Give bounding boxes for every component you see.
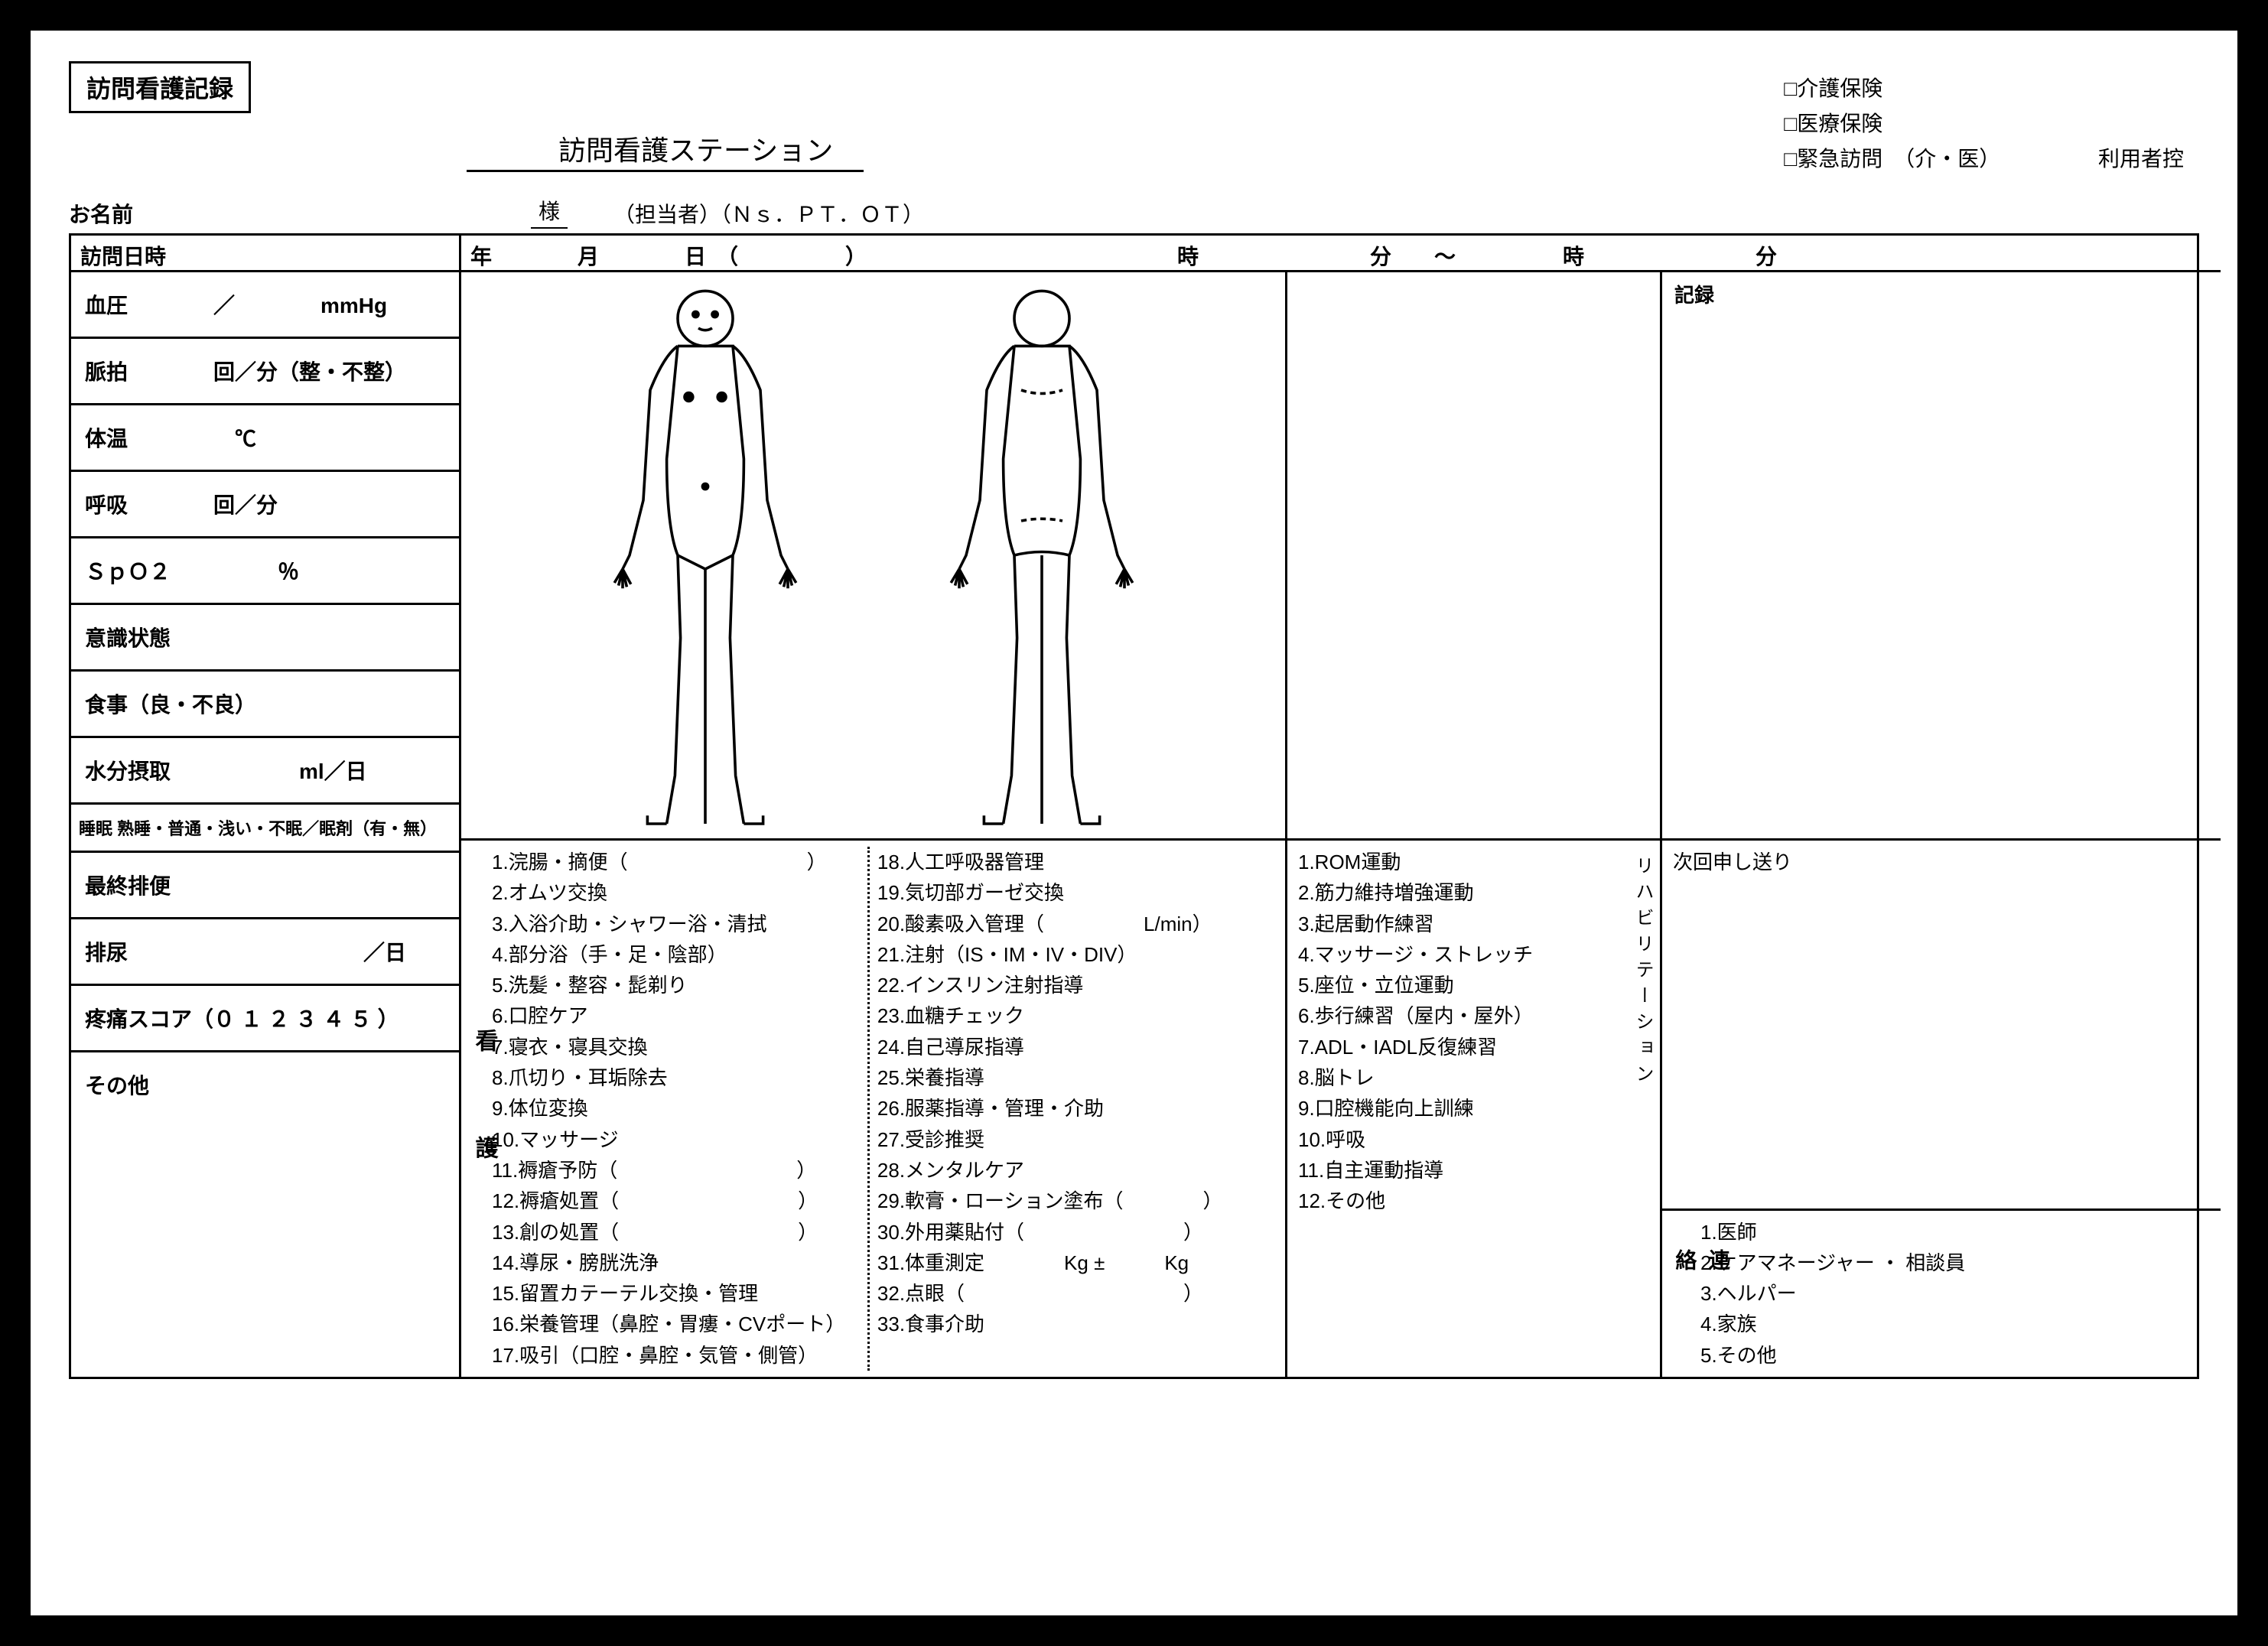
rehab-section: リハビリテーション 1.ROM運動 2.筋力維持増強運動 3.起居動作練習 4.… bbox=[1287, 841, 1662, 1377]
record-label: 記録 bbox=[1674, 284, 1714, 307]
nursing-item[interactable]: 8.爪切り・耳垢除去 bbox=[492, 1062, 863, 1093]
nursing-item[interactable]: 2.オムツ交換 bbox=[492, 877, 863, 908]
contact-item[interactable]: 1.医師 bbox=[1700, 1217, 2210, 1248]
body-diagram-section bbox=[461, 272, 1287, 841]
vital-urine[interactable]: 排尿 ／日 bbox=[71, 919, 459, 986]
vital-stool[interactable]: 最終排便 bbox=[71, 853, 459, 919]
next-visit-cell[interactable]: 次回申し送り bbox=[1662, 841, 2221, 1211]
vital-loc[interactable]: 意識状態 bbox=[71, 605, 459, 672]
rightcol-section: 次回申し送り 連 絡 1.医師 2.ケアマネージャー ・ 相談員 3.ヘルパー … bbox=[1662, 841, 2221, 1377]
rehab-vlabel: リハビリテーション bbox=[1629, 856, 1657, 1090]
insurance-options: □介護保険 □医療保険 □緊急訪問 （介・医） 利用者控 bbox=[1784, 73, 2184, 178]
nursing-item[interactable]: 11.褥瘡予防（ ） bbox=[492, 1155, 863, 1186]
vital-other[interactable]: その他 bbox=[71, 1052, 459, 1377]
vital-pulse[interactable]: 脈拍 回／分（整・不整） bbox=[71, 339, 459, 405]
visit-date-label: 訪問日時 bbox=[71, 236, 461, 272]
nursing-item[interactable]: 16.栄養管理（鼻腔・胃瘻・CVポート） bbox=[492, 1309, 863, 1339]
nursing-item[interactable]: 7.寝衣・寝具交換 bbox=[492, 1032, 863, 1062]
name-sama: 様 bbox=[531, 195, 568, 229]
rehab-item[interactable]: 3.起居動作練習 bbox=[1298, 909, 1654, 939]
vital-bp[interactable]: 血圧 ／ mmHg bbox=[71, 272, 459, 339]
nursing-item[interactable]: 28.メンタルケア bbox=[877, 1155, 1279, 1186]
vital-resp[interactable]: 呼吸 回／分 bbox=[71, 472, 459, 538]
nursing-item[interactable]: 4.部分浴（手・足・陰部） bbox=[492, 939, 863, 970]
nursing-item[interactable]: 10.マッサージ bbox=[492, 1124, 863, 1155]
name-row: お名前 様 （担当者）（Ｎｓ．ＰＴ．ＯＴ） bbox=[69, 195, 2199, 229]
page: 訪問看護記録 訪問看護ステーション □介護保険 □医療保険 □緊急訪問 （介・医… bbox=[31, 31, 2237, 1615]
nursing-item[interactable]: 33.食事介助 bbox=[877, 1309, 1279, 1339]
nursing-item[interactable]: 18.人工呼吸器管理 bbox=[877, 847, 1279, 877]
nursing-col2: 18.人工呼吸器管理 19.気切部ガーゼ交換 20.酸素吸入管理（ L/min）… bbox=[870, 847, 1279, 1371]
nursing-item[interactable]: 15.留置カテーテル交換・管理 bbox=[492, 1278, 863, 1309]
nursing-vlabel: 看 護 bbox=[466, 1029, 502, 1189]
rehab-item[interactable]: 4.マッサージ・ストレッチ bbox=[1298, 939, 1654, 970]
nursing-item[interactable]: 26.服薬指導・管理・介助 bbox=[877, 1093, 1279, 1124]
rehab-item[interactable]: 8.脳トレ bbox=[1298, 1062, 1654, 1093]
rehab-item[interactable]: 2.筋力維持増強運動 bbox=[1298, 877, 1654, 908]
name-label: お名前 bbox=[69, 198, 133, 229]
body-front-icon bbox=[560, 280, 851, 831]
rehab-item[interactable]: 7.ADL・IADL反復練習 bbox=[1298, 1032, 1654, 1062]
nursing-item[interactable]: 5.洗髪・整容・髭剃り bbox=[492, 970, 863, 1000]
nursing-item[interactable]: 32.点眼（ ） bbox=[877, 1278, 1279, 1309]
contact-item[interactable]: 3.ヘルパー bbox=[1700, 1278, 2210, 1309]
next-visit-label: 次回申し送り bbox=[1673, 851, 1792, 873]
vital-sleep[interactable]: 睡眠 熟睡・普通・浅い・不眠／眠剤（有・無） bbox=[71, 805, 459, 853]
vital-pain[interactable]: 疼痛スコア（０ １ ２ ３ ４ ５ ） bbox=[71, 986, 459, 1052]
nursing-item[interactable]: 20.酸素吸入管理（ L/min） bbox=[877, 909, 1279, 939]
vital-water[interactable]: 水分摂取 ml／日 bbox=[71, 738, 459, 805]
opt-kinkyu[interactable]: □緊急訪問 （介・医） 利用者控 bbox=[1784, 143, 2184, 175]
nursing-col1: 1.浣腸・摘便（ ） 2.オムツ交換 3.入浴介助・シャワー浴・清拭 4.部分浴… bbox=[492, 847, 870, 1371]
nursing-section: 看 護 1.浣腸・摘便（ ） 2.オムツ交換 3.入浴介助・シャワー浴・清拭 4… bbox=[461, 841, 1287, 1377]
nursing-item[interactable]: 17.吸引（口腔・鼻腔・気管・側管） bbox=[492, 1340, 863, 1371]
vitals-column: 血圧 ／ mmHg 脈拍 回／分（整・不整） 体温 ℃ 呼吸 回／分 ＳｐＯ２ … bbox=[71, 272, 461, 1377]
name-tantou: （担当者）（Ｎｓ．ＰＴ．ＯＴ） bbox=[613, 198, 924, 229]
station-name: 訪問看護ステーション bbox=[467, 128, 864, 172]
nursing-item[interactable]: 14.導尿・膀胱洗浄 bbox=[492, 1248, 863, 1278]
contact-item[interactable]: 4.家族 bbox=[1700, 1309, 2210, 1339]
nursing-item[interactable]: 21.注射（IS・IM・IV・DIV） bbox=[877, 939, 1279, 970]
rehab-item[interactable]: 12.その他 bbox=[1298, 1186, 1654, 1216]
opt-kinkyu-label: □緊急訪問 （介・医） bbox=[1784, 147, 2000, 171]
nursing-item[interactable]: 1.浣腸・摘便（ ） bbox=[492, 847, 863, 877]
nursing-item[interactable]: 22.インスリン注射指導 bbox=[877, 970, 1279, 1000]
nursing-item[interactable]: 23.血糖チェック bbox=[877, 1000, 1279, 1031]
rehab-item[interactable]: 11.自主運動指導 bbox=[1298, 1155, 1654, 1186]
nursing-item[interactable]: 31.体重測定 Kg ± Kg bbox=[877, 1248, 1279, 1278]
rehab-item[interactable]: 1.ROM運動 bbox=[1298, 847, 1654, 877]
nursing-item[interactable]: 13.創の処置（ ） bbox=[492, 1217, 863, 1248]
opt-iryo[interactable]: □医療保険 bbox=[1784, 108, 2184, 140]
nursing-item[interactable]: 24.自己導尿指導 bbox=[877, 1032, 1279, 1062]
contact-vlabel: 連 絡 bbox=[1668, 1249, 1735, 1338]
record-section[interactable]: 記録 bbox=[1662, 272, 2221, 841]
rehab-item[interactable]: 5.座位・立位運動 bbox=[1298, 970, 1654, 1000]
rehab-item[interactable]: 10.呼吸 bbox=[1298, 1124, 1654, 1155]
nursing-item[interactable]: 12.褥瘡処置（ ） bbox=[492, 1186, 863, 1216]
main-grid: 訪問日時 年 月 日 （ ） 時 分 ～ 時 分 血圧 ／ mmHg 脈拍 回／… bbox=[69, 233, 2199, 1379]
vital-meal[interactable]: 食事（良・不良） bbox=[71, 672, 459, 738]
rehab-item[interactable]: 6.歩行練習（屋内・屋外） bbox=[1298, 1000, 1654, 1031]
nursing-item[interactable]: 27.受診推奨 bbox=[877, 1124, 1279, 1155]
visit-date-fields[interactable]: 年 月 日 （ ） 時 分 ～ 時 分 bbox=[461, 236, 2221, 272]
nursing-item[interactable]: 9.体位変換 bbox=[492, 1093, 863, 1124]
nursing-item[interactable]: 25.栄養指導 bbox=[877, 1062, 1279, 1093]
nursing-item[interactable]: 3.入浴介助・シャワー浴・清拭 bbox=[492, 909, 863, 939]
user-copy-label: 利用者控 bbox=[2098, 147, 2184, 171]
nursing-item[interactable]: 19.気切部ガーゼ交換 bbox=[877, 877, 1279, 908]
opt-kaigo[interactable]: □介護保険 bbox=[1784, 73, 2184, 105]
nursing-item[interactable]: 30.外用薬貼付（ ） bbox=[877, 1217, 1279, 1248]
contact-item[interactable]: 5.その他 bbox=[1700, 1340, 2210, 1371]
vital-temp[interactable]: 体温 ℃ bbox=[71, 405, 459, 472]
nursing-item[interactable]: 29.軟膏・ローション塗布（ ） bbox=[877, 1186, 1279, 1216]
body-back-icon bbox=[896, 280, 1187, 831]
nursing-item[interactable]: 6.口腔ケア bbox=[492, 1000, 863, 1031]
contact-item[interactable]: 2.ケアマネージャー ・ 相談員 bbox=[1700, 1248, 2210, 1278]
form-title: 訪問看護記録 bbox=[69, 61, 251, 113]
contact-cell: 連 絡 1.医師 2.ケアマネージャー ・ 相談員 3.ヘルパー 4.家族 5.… bbox=[1662, 1211, 2221, 1377]
rehab-item[interactable]: 9.口腔機能向上訓練 bbox=[1298, 1093, 1654, 1124]
vital-spo2[interactable]: ＳｐＯ２ ％ bbox=[71, 538, 459, 605]
spacer bbox=[1287, 272, 1662, 841]
